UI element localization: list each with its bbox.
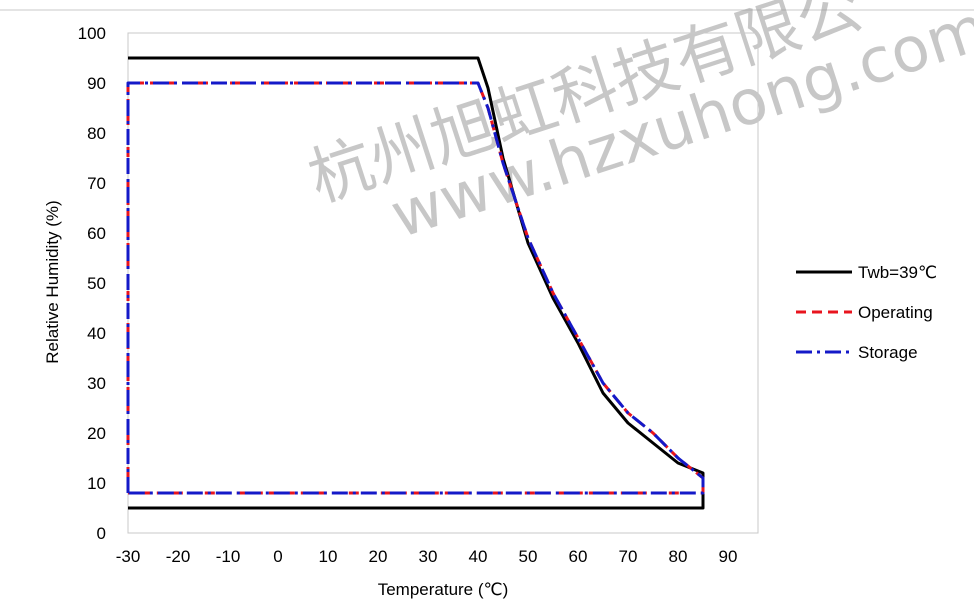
x-tick-label: 80 bbox=[669, 547, 688, 566]
y-tick-label: 100 bbox=[78, 24, 106, 43]
legend: Twb=39℃ Operating Storage bbox=[796, 263, 937, 362]
y-tick-label: 90 bbox=[87, 74, 106, 93]
legend-label: Storage bbox=[858, 343, 918, 362]
x-axis-ticks: -30 -20 -10 0 10 20 30 40 50 60 70 80 90 bbox=[116, 547, 738, 566]
x-tick-label: 0 bbox=[273, 547, 282, 566]
series-line bbox=[126, 81, 705, 495]
x-tick-label: -30 bbox=[116, 547, 141, 566]
x-tick-label: 50 bbox=[519, 547, 538, 566]
legend-label: Operating bbox=[858, 303, 933, 322]
legend-label: Twb=39℃ bbox=[858, 263, 937, 282]
y-tick-label: 80 bbox=[87, 124, 106, 143]
x-tick-label: 10 bbox=[319, 547, 338, 566]
x-tick-label: -20 bbox=[166, 547, 191, 566]
x-tick-label: 30 bbox=[419, 547, 438, 566]
x-tick-label: 70 bbox=[619, 547, 638, 566]
series-layer bbox=[126, 56, 705, 510]
y-tick-label: 10 bbox=[87, 474, 106, 493]
x-tick-label: 60 bbox=[569, 547, 588, 566]
x-axis-label: Temperature (℃) bbox=[378, 580, 509, 599]
y-tick-label: 20 bbox=[87, 424, 106, 443]
series-line bbox=[128, 56, 705, 510]
x-tick-label: 40 bbox=[469, 547, 488, 566]
x-tick-label: -10 bbox=[216, 547, 241, 566]
x-tick-label: 90 bbox=[719, 547, 738, 566]
y-tick-label: 70 bbox=[87, 174, 106, 193]
y-tick-label: 30 bbox=[87, 374, 106, 393]
y-tick-label: 50 bbox=[87, 274, 106, 293]
y-axis-label: Relative Humidity (%) bbox=[43, 200, 62, 363]
watermark: 杭州旭虹科技有限公 www.hzxuhong.com bbox=[300, 0, 974, 252]
y-tick-label: 0 bbox=[97, 524, 106, 543]
y-axis-ticks: 0 10 20 30 40 50 60 70 80 90 100 bbox=[78, 24, 106, 543]
y-tick-label: 60 bbox=[87, 224, 106, 243]
x-tick-label: 20 bbox=[369, 547, 388, 566]
y-tick-label: 40 bbox=[87, 324, 106, 343]
